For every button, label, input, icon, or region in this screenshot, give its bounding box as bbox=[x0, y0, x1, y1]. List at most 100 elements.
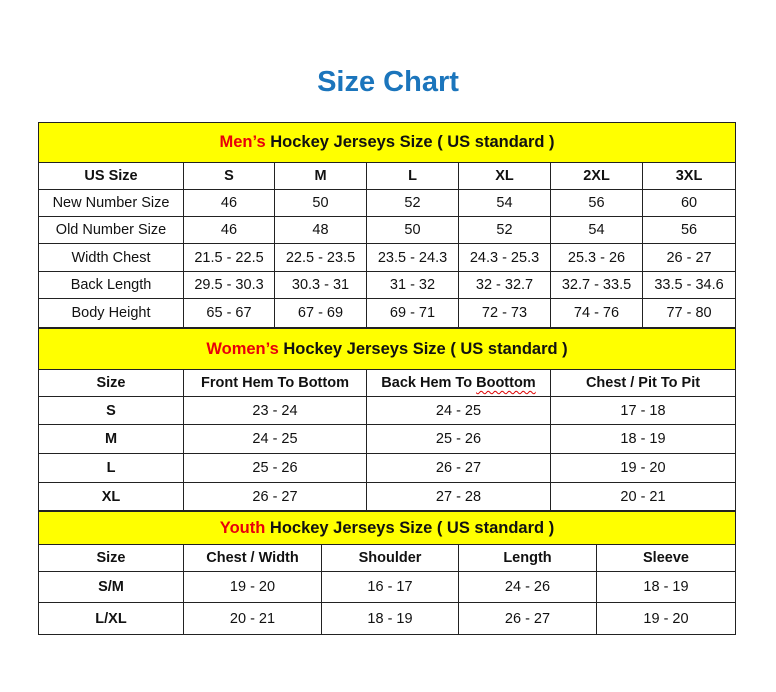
column-header: M bbox=[274, 162, 367, 190]
section-title-text: Hockey Jerseys Size ( US standard ) bbox=[278, 339, 568, 358]
table-cell: 19 - 20 bbox=[595, 602, 737, 635]
table-cell: 31 - 32 bbox=[366, 271, 459, 299]
table-row: Back Length 29.5 - 30.3 30.3 - 31 31 - 32 32… bbox=[38, 271, 737, 299]
table-cell: 18 - 19 bbox=[321, 602, 459, 635]
table-cell: 67 - 69 bbox=[274, 298, 367, 328]
table-row: L/XL 20 - 21 18 - 19 26 - 27 19 - 20 bbox=[38, 602, 737, 635]
table-cell: 72 - 73 bbox=[458, 298, 551, 328]
table-cell: 56 bbox=[550, 189, 643, 217]
column-header-label: Size bbox=[96, 375, 126, 391]
table-cell: 65 - 67 bbox=[183, 298, 275, 328]
row-label: New Number Size bbox=[38, 189, 184, 217]
table-cell: 25.3 - 26 bbox=[550, 243, 643, 272]
table-row: Body Height 65 - 67 67 - 69 69 - 71 72 - 73 7… bbox=[38, 298, 737, 328]
section-title-text: Hockey Jerseys Size ( US standard ) bbox=[265, 518, 555, 537]
women-section-title: Women’s Hockey Jerseys Size ( US standar… bbox=[37, 328, 737, 370]
column-header: Chest / Pit To Pit bbox=[549, 369, 737, 397]
table-cell: 74 - 76 bbox=[550, 298, 643, 328]
column-header-label: M bbox=[314, 168, 327, 184]
column-header-label: 3XL bbox=[675, 168, 703, 184]
row-label: Old Number Size bbox=[38, 216, 184, 244]
row-label: Back Length bbox=[38, 271, 184, 299]
table-cell: 27 - 28 bbox=[366, 482, 551, 511]
table-cell: 54 bbox=[550, 216, 643, 244]
women-size-table: Women’s Hockey Jerseys Size ( US standar… bbox=[37, 328, 737, 511]
table-cell: 26 - 27 bbox=[366, 453, 551, 483]
table-cell: 48 bbox=[274, 216, 367, 244]
youth-section-title: Youth Hockey Jerseys Size ( US standard … bbox=[37, 511, 737, 545]
table-cell: 29.5 - 30.3 bbox=[183, 271, 275, 299]
size-chart: Men’s Hockey Jerseys Size ( US standard … bbox=[37, 122, 737, 635]
column-header-label: Front Hem To Bottom bbox=[201, 375, 349, 391]
table-cell: 26 - 27 bbox=[641, 243, 737, 272]
men-size-table: Men’s Hockey Jerseys Size ( US standard … bbox=[37, 122, 737, 328]
row-label: L/XL bbox=[38, 602, 184, 635]
column-header: 3XL bbox=[641, 162, 737, 190]
youth-section-header: Youth Hockey Jerseys Size ( US standard … bbox=[37, 511, 737, 545]
table-cell: 30.3 - 31 bbox=[274, 271, 367, 299]
men-column-headers: US Size S M L XL 2XL 3XL bbox=[38, 162, 737, 190]
column-header: XL bbox=[458, 162, 551, 190]
table-cell: 46 bbox=[183, 216, 275, 244]
table-row: S/M 19 - 20 16 - 17 24 - 26 18 - 19 bbox=[38, 571, 737, 603]
youth-size-table: Youth Hockey Jerseys Size ( US standard … bbox=[37, 511, 737, 635]
column-header: Length bbox=[458, 544, 597, 572]
table-cell: 26 - 27 bbox=[458, 602, 597, 635]
table-cell: 17 - 18 bbox=[549, 396, 737, 425]
row-label: XL bbox=[38, 482, 184, 511]
table-cell: 50 bbox=[366, 216, 459, 244]
section-highlight: Men’s bbox=[219, 133, 266, 151]
table-cell: 60 bbox=[641, 189, 737, 217]
row-label: L bbox=[38, 453, 184, 483]
page-title: Size Chart bbox=[317, 66, 459, 98]
table-row: Old Number Size 46 48 50 52 54 56 bbox=[38, 216, 737, 244]
column-header: 2XL bbox=[550, 162, 643, 190]
table-cell: 32.7 - 33.5 bbox=[550, 271, 643, 299]
table-cell: 69 - 71 bbox=[366, 298, 459, 328]
table-row: XL 26 - 27 27 - 28 20 - 21 bbox=[38, 482, 737, 511]
column-header: Shoulder bbox=[321, 544, 459, 572]
women-column-headers: Size Front Hem To Bottom Back Hem To Boott… bbox=[38, 369, 737, 397]
column-header-label: XL bbox=[495, 168, 514, 184]
table-cell: 22.5 - 23.5 bbox=[274, 243, 367, 272]
table-cell: 16 - 17 bbox=[321, 571, 459, 603]
table-row: New Number Size 46 50 52 54 56 60 bbox=[38, 189, 737, 217]
column-header: Chest / Width bbox=[183, 544, 322, 572]
table-row: S 23 - 24 24 - 25 17 - 18 bbox=[38, 396, 737, 425]
table-row: M 24 - 25 25 - 26 18 - 19 bbox=[38, 424, 737, 454]
column-header-label: Chest / Width bbox=[206, 550, 299, 566]
table-cell: 32 - 32.7 bbox=[458, 271, 551, 299]
table-cell: 33.5 - 34.6 bbox=[641, 271, 737, 299]
column-header-label: S bbox=[224, 168, 234, 184]
column-header-label: Length bbox=[503, 550, 552, 566]
row-label: Body Height bbox=[38, 298, 184, 328]
youth-column-headers: Size Chest / Width Shoulder Length Sleeve bbox=[38, 544, 737, 572]
table-cell: 23.5 - 24.3 bbox=[366, 243, 459, 272]
column-header-label: Back Hem To Boottom bbox=[381, 375, 536, 391]
row-label: Width Chest bbox=[38, 243, 184, 272]
table-cell: 20 - 21 bbox=[183, 602, 322, 635]
table-cell: 26 - 27 bbox=[183, 482, 367, 511]
section-highlight: Women’s bbox=[206, 339, 279, 358]
table-cell: 23 - 24 bbox=[183, 396, 367, 425]
men-section-title: Men’s Hockey Jerseys Size ( US standard … bbox=[37, 122, 737, 163]
column-header: S bbox=[183, 162, 275, 190]
table-cell: 24 - 25 bbox=[366, 396, 551, 425]
table-cell: 18 - 19 bbox=[549, 424, 737, 454]
table-cell: 77 - 80 bbox=[641, 298, 737, 328]
table-row: Width Chest 21.5 - 22.5 22.5 - 23.5 23.5 - … bbox=[38, 243, 737, 272]
table-cell: 52 bbox=[458, 216, 551, 244]
column-header-label: US Size bbox=[84, 168, 138, 184]
table-row: L 25 - 26 26 - 27 19 - 20 bbox=[38, 453, 737, 483]
table-cell: 25 - 26 bbox=[183, 453, 367, 483]
column-header: Back Hem To Boottom bbox=[366, 369, 551, 397]
table-cell: 24 - 26 bbox=[458, 571, 597, 603]
column-header-label: 2XL bbox=[583, 168, 610, 184]
table-cell: 50 bbox=[274, 189, 367, 217]
table-cell: 18 - 19 bbox=[595, 571, 737, 603]
table-cell: 19 - 20 bbox=[183, 571, 322, 603]
column-header: US Size bbox=[38, 162, 184, 190]
table-cell: 24 - 25 bbox=[183, 424, 367, 454]
women-section-header: Women’s Hockey Jerseys Size ( US standar… bbox=[37, 328, 737, 370]
column-header: Size bbox=[38, 544, 184, 572]
